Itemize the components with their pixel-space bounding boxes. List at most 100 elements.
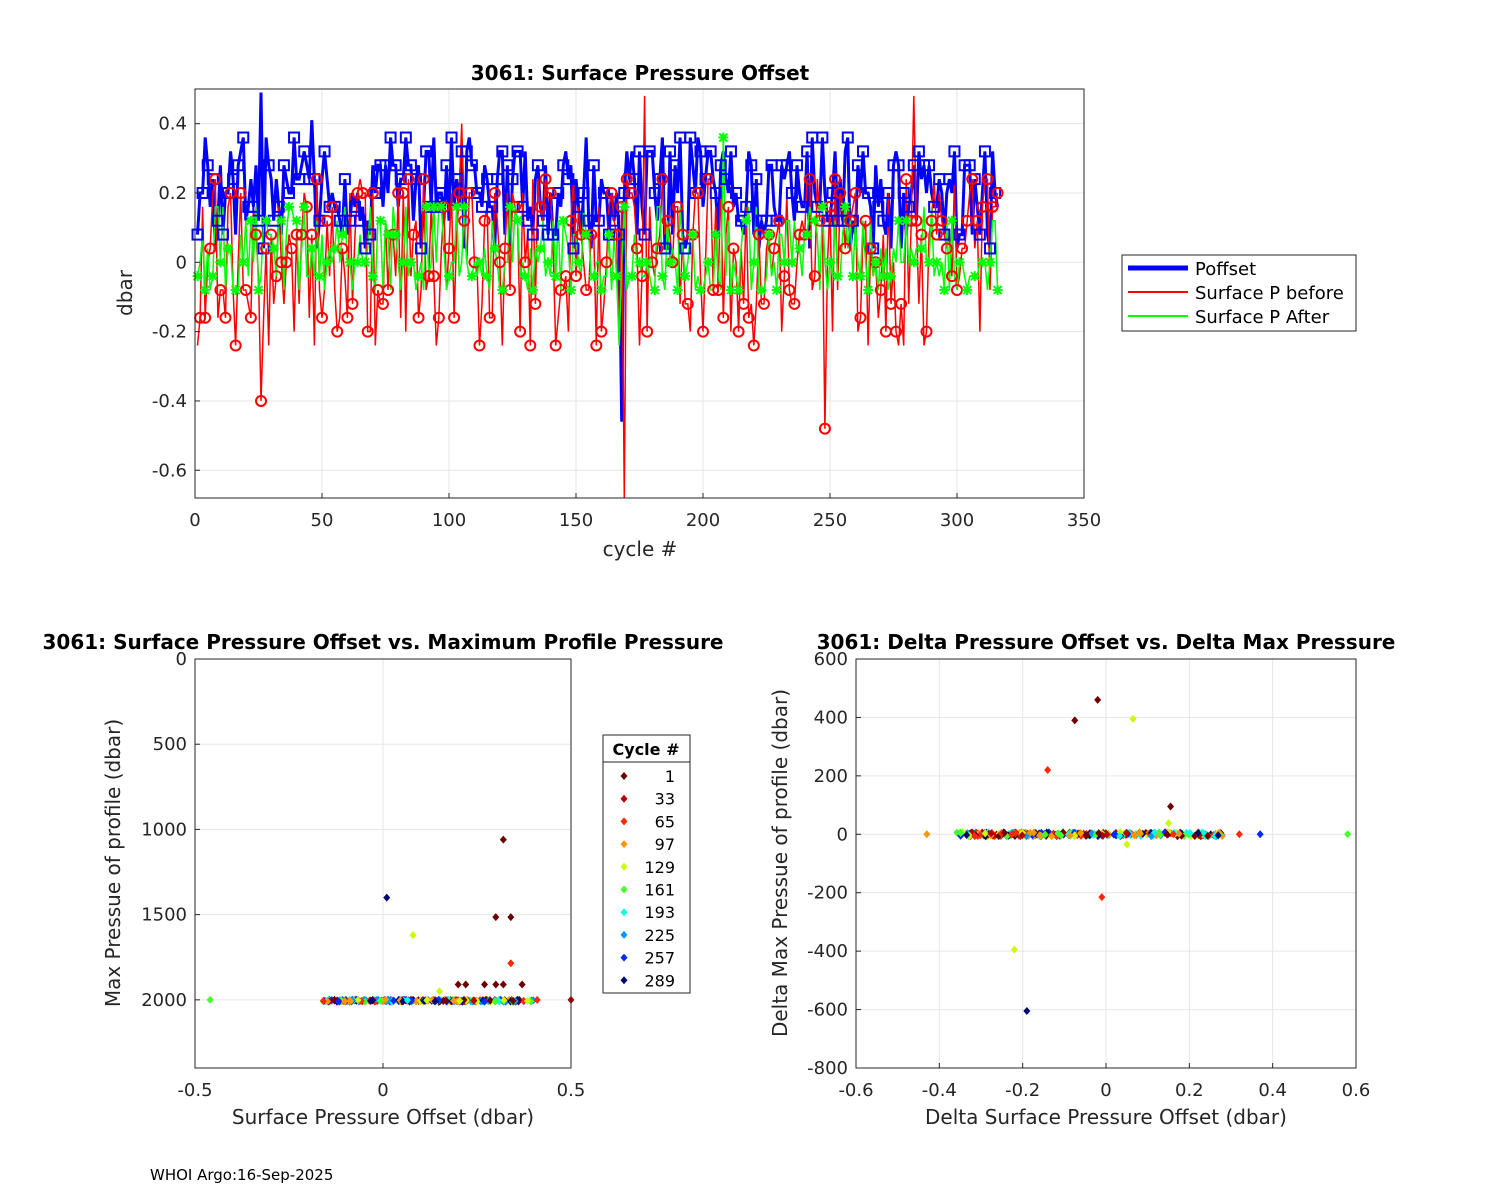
surface-p-before-marker [595,325,608,338]
surface-p-before-marker [366,186,379,199]
legend-label-poffset: Poffset [1195,259,1256,280]
poffset-marker [486,200,499,213]
data-point [518,980,526,989]
surface-p-before-marker [600,256,613,269]
surface-p-after-marker [969,271,980,282]
surface-p-before-marker [712,284,725,297]
bottom-left-chart-points [206,835,575,1006]
poffset-marker [862,186,875,199]
surface-p-after-marker [306,243,317,254]
surface-p-before-marker [392,186,405,199]
x-tick-label: -0.5 [177,1080,212,1101]
data-point [1071,831,1079,840]
surface-p-before-marker [331,325,344,338]
poffset-marker [882,186,895,199]
poffset-marker [658,242,671,255]
poffset-marker [470,186,483,199]
poffset-marker [354,214,367,227]
poffset-marker [953,228,966,241]
x-tick-label: 350 [1067,510,1101,531]
surface-p-after-marker [611,271,622,282]
surface-p-before-marker [534,200,547,213]
legend-title-cycle: Cycle # [613,740,680,759]
y-tick-label: -0.4 [152,391,187,412]
surface-p-after-marker [200,285,211,296]
bottom-right-chart: -0.6 -0.4 -0.2 0 0.2 0.4 0.6 -800 -600 -400 -200 0 2… [768,630,1395,1129]
surface-p-after-marker [901,215,912,226]
data-point [1136,828,1144,837]
surface-p-before-marker [818,422,831,435]
surface-p-before-marker [605,186,618,199]
legend-marker [620,953,628,962]
bottom-right-chart-grid [855,658,1357,1069]
surface-p-after-marker [619,201,630,212]
poffset-marker [709,186,722,199]
data-point [323,997,331,1006]
data-point [347,997,355,1006]
poffset-marker [719,173,732,186]
surface-p-before-marker [707,284,720,297]
bottom-left-chart-grid [194,658,572,1068]
surface-p-before-marker [930,228,943,241]
surface-p-after-marker [215,257,226,268]
surface-p-before-marker [895,297,908,310]
legend-marker [620,817,628,826]
legend-label: 161 [644,881,675,900]
surface-p-before-marker [422,270,435,283]
surface-p-after-marker [497,285,508,296]
poffset-marker [201,159,214,172]
surface-p-after-marker [992,285,1003,296]
surface-p-before-marker [539,173,552,186]
surface-p-before-marker [691,186,704,199]
data-point [491,997,499,1006]
poffset-marker [841,131,854,144]
surface-p-after-marker [283,201,294,212]
poffset-marker [587,159,600,172]
poffset-marker [526,228,539,241]
x-tick-label: -0.4 [922,1080,957,1101]
surface-p-before-marker [412,311,425,324]
poffset-marker [404,159,417,172]
surface-p-before-marker [808,270,821,283]
surface-p-after-marker [786,257,797,268]
surface-p-after-marker [885,271,896,282]
poffset-marker [872,200,885,213]
legend-marker [620,976,628,985]
surface-p-after-marker [238,257,249,268]
surface-p-after-marker [466,271,477,282]
surface-p-before-marker [656,173,669,186]
surface-p-before-marker [229,339,242,352]
data-point [1214,831,1222,840]
data-point [1041,830,1049,839]
poffset-marker [638,228,651,241]
data-point [971,832,979,841]
surface-p-after-marker [588,271,599,282]
data-point [1123,840,1131,849]
data-point [481,980,489,989]
surface-p-before-marker [671,200,684,213]
x-tick-label: 0.6 [1342,1080,1371,1101]
data-point [1130,831,1138,840]
legend-label-surface-p-before: Surface P before [1195,283,1344,304]
surface-p-before-marker [290,228,303,241]
surface-p-after-marker [573,257,584,268]
surface-p-before-marker [778,270,791,283]
surface-p-before-marker [255,394,268,407]
surface-p-before-marker [651,242,664,255]
surface-p-before-marker [661,214,674,227]
poffset-marker [857,145,870,158]
poffset-marker [785,186,798,199]
poffset-marker [552,186,565,199]
poffset-marker [445,131,458,144]
poffset-marker [923,159,936,172]
surface-p-before-marker [199,311,212,324]
surface-p-after-marker [710,229,721,240]
surface-p-after-marker [718,132,729,143]
surface-p-after-marker [207,271,218,282]
poffset-marker [902,200,915,213]
data-point [507,913,515,922]
surface-p-before-marker [249,228,262,241]
poffset-marker [216,228,229,241]
legend-marker [620,794,628,803]
